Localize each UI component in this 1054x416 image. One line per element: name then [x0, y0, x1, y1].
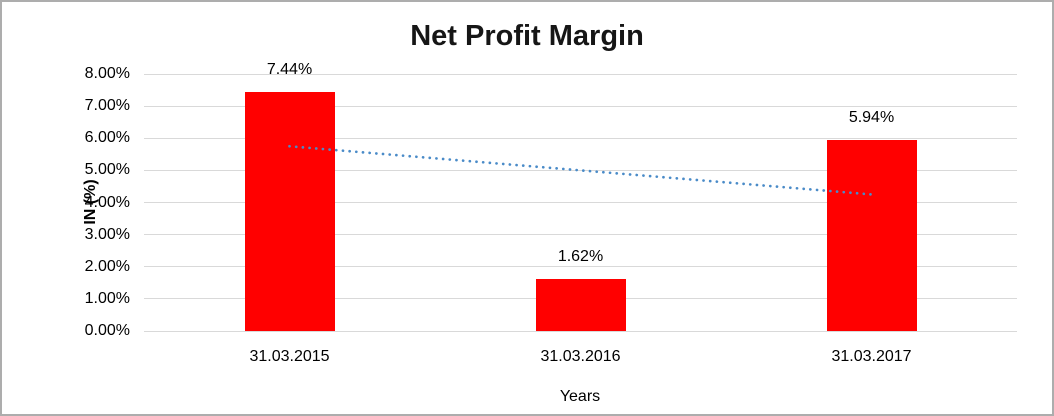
gridline [144, 330, 1017, 332]
x-tick-label: 31.03.2016 [540, 348, 621, 365]
y-tick-label: 2.00% [84, 257, 130, 275]
gridline [144, 137, 1017, 139]
y-axis-title: IN (%) [82, 179, 99, 225]
y-tick-label: 0.00% [84, 322, 130, 339]
gridline [144, 266, 1017, 268]
bar-value-label: 7.44% [266, 61, 313, 78]
y-tick-label: 3.00% [84, 225, 130, 243]
y-tick-label: 4.00% [84, 193, 130, 211]
gridline [144, 202, 1017, 203]
bar [826, 140, 917, 331]
bar [244, 91, 335, 331]
bar [535, 278, 626, 331]
chart-title: Net Profit Margin [410, 20, 644, 52]
y-tick-label: 1.00% [84, 289, 130, 307]
y-tick-label: 6.00% [84, 129, 130, 147]
gridline [144, 105, 1017, 107]
gridline [144, 234, 1017, 236]
bar-value-label: 5.94% [848, 109, 895, 127]
y-tick-label: 7.00% [84, 97, 130, 115]
bar-value-label: 1.62% [557, 247, 604, 265]
gridline [144, 73, 1017, 75]
x-tick-label: 31.03.2017 [831, 348, 912, 365]
plot-area: 0.00% 1.00% 2.00% 3.00% 4.00% 5.00% 6.00% 7.00%… [82, 61, 1017, 405]
y-tick-label: 8.00% [84, 65, 130, 82]
x-axis-title: Years [559, 388, 601, 405]
x-tick-label: 31.03.2015 [249, 348, 330, 365]
y-tick-label: 5.00% [84, 161, 130, 179]
